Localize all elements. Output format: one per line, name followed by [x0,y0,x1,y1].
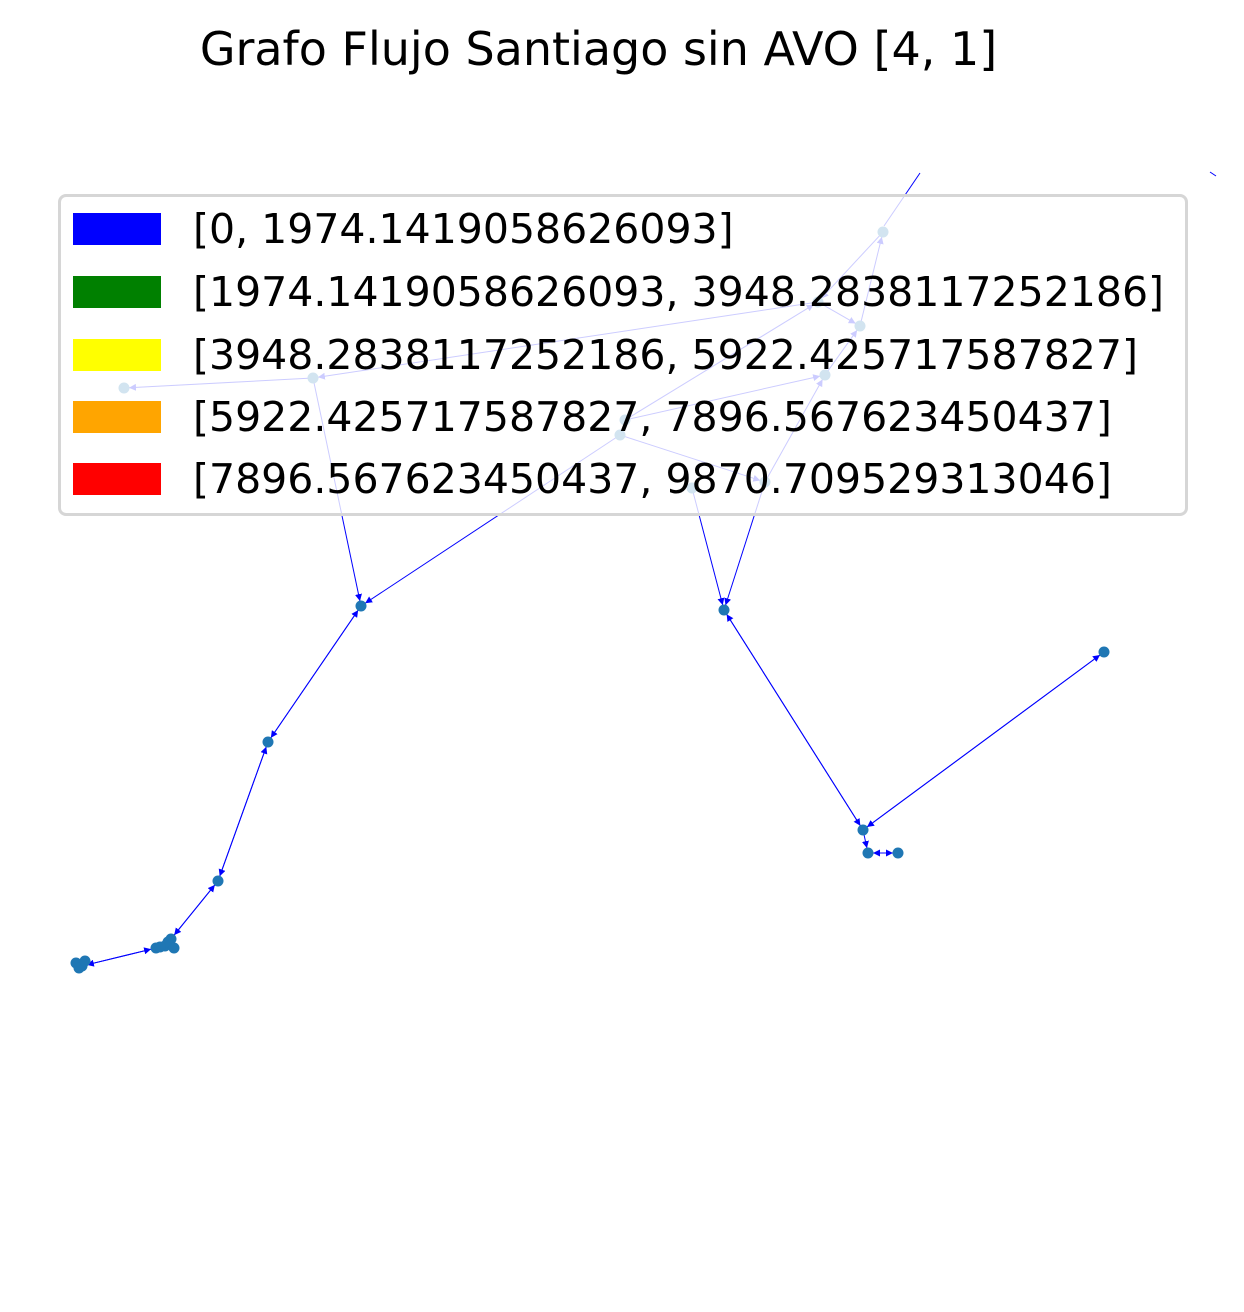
graph-edge [270,609,359,739]
legend-entry: [3948.2838117252186, 5922.425717587827] [73,331,1138,379]
graph-edge [219,746,268,877]
graph-node [857,824,869,836]
graph-node [79,955,91,967]
legend-entry: [7896.567623450437, 9870.709529313046] [73,455,1112,503]
graph-node [212,875,224,887]
legend-label: [3948.2838117252186, 5922.425717587827] [193,331,1138,379]
graph-edge [173,884,216,936]
legend-swatch [73,213,161,245]
chart-title: Grafo Flujo Santiago sin AVO [4, 1] [199,22,998,76]
legend-label: [7896.567623450437, 9870.709529313046] [193,455,1112,503]
graph-node [892,847,904,859]
graph-edge [86,947,152,966]
graph-edge [726,613,861,827]
legend-swatch [73,463,161,495]
legend-entry: [1974.1419058626093, 3948.2838117252186] [73,268,1164,316]
graph-edge [1209,171,1217,177]
graph-node [168,942,180,954]
graph-node [862,847,874,859]
graph-node [355,600,367,612]
graph-node [718,604,730,616]
graph-node [262,736,274,748]
legend-swatch [73,339,161,371]
legend-label: [1974.1419058626093, 3948.2838117252186] [193,268,1165,316]
legend-entry: [5922.425717587827, 7896.567623450437] [73,393,1112,441]
graph-edge [866,654,1101,828]
legend-swatch [73,401,161,433]
graph-edge [862,834,869,849]
legend-entry: [0, 1974.1419058626093] [73,205,734,253]
graph-node [154,941,166,953]
legend-label: [5922.425717587827, 7896.567623450437] [193,393,1112,441]
legend: [0, 1974.1419058626093] [1974.1419058626… [58,194,1188,516]
legend-swatch [73,276,161,308]
legend-label: [0, 1974.1419058626093] [193,205,734,253]
graph-node [1098,646,1110,658]
